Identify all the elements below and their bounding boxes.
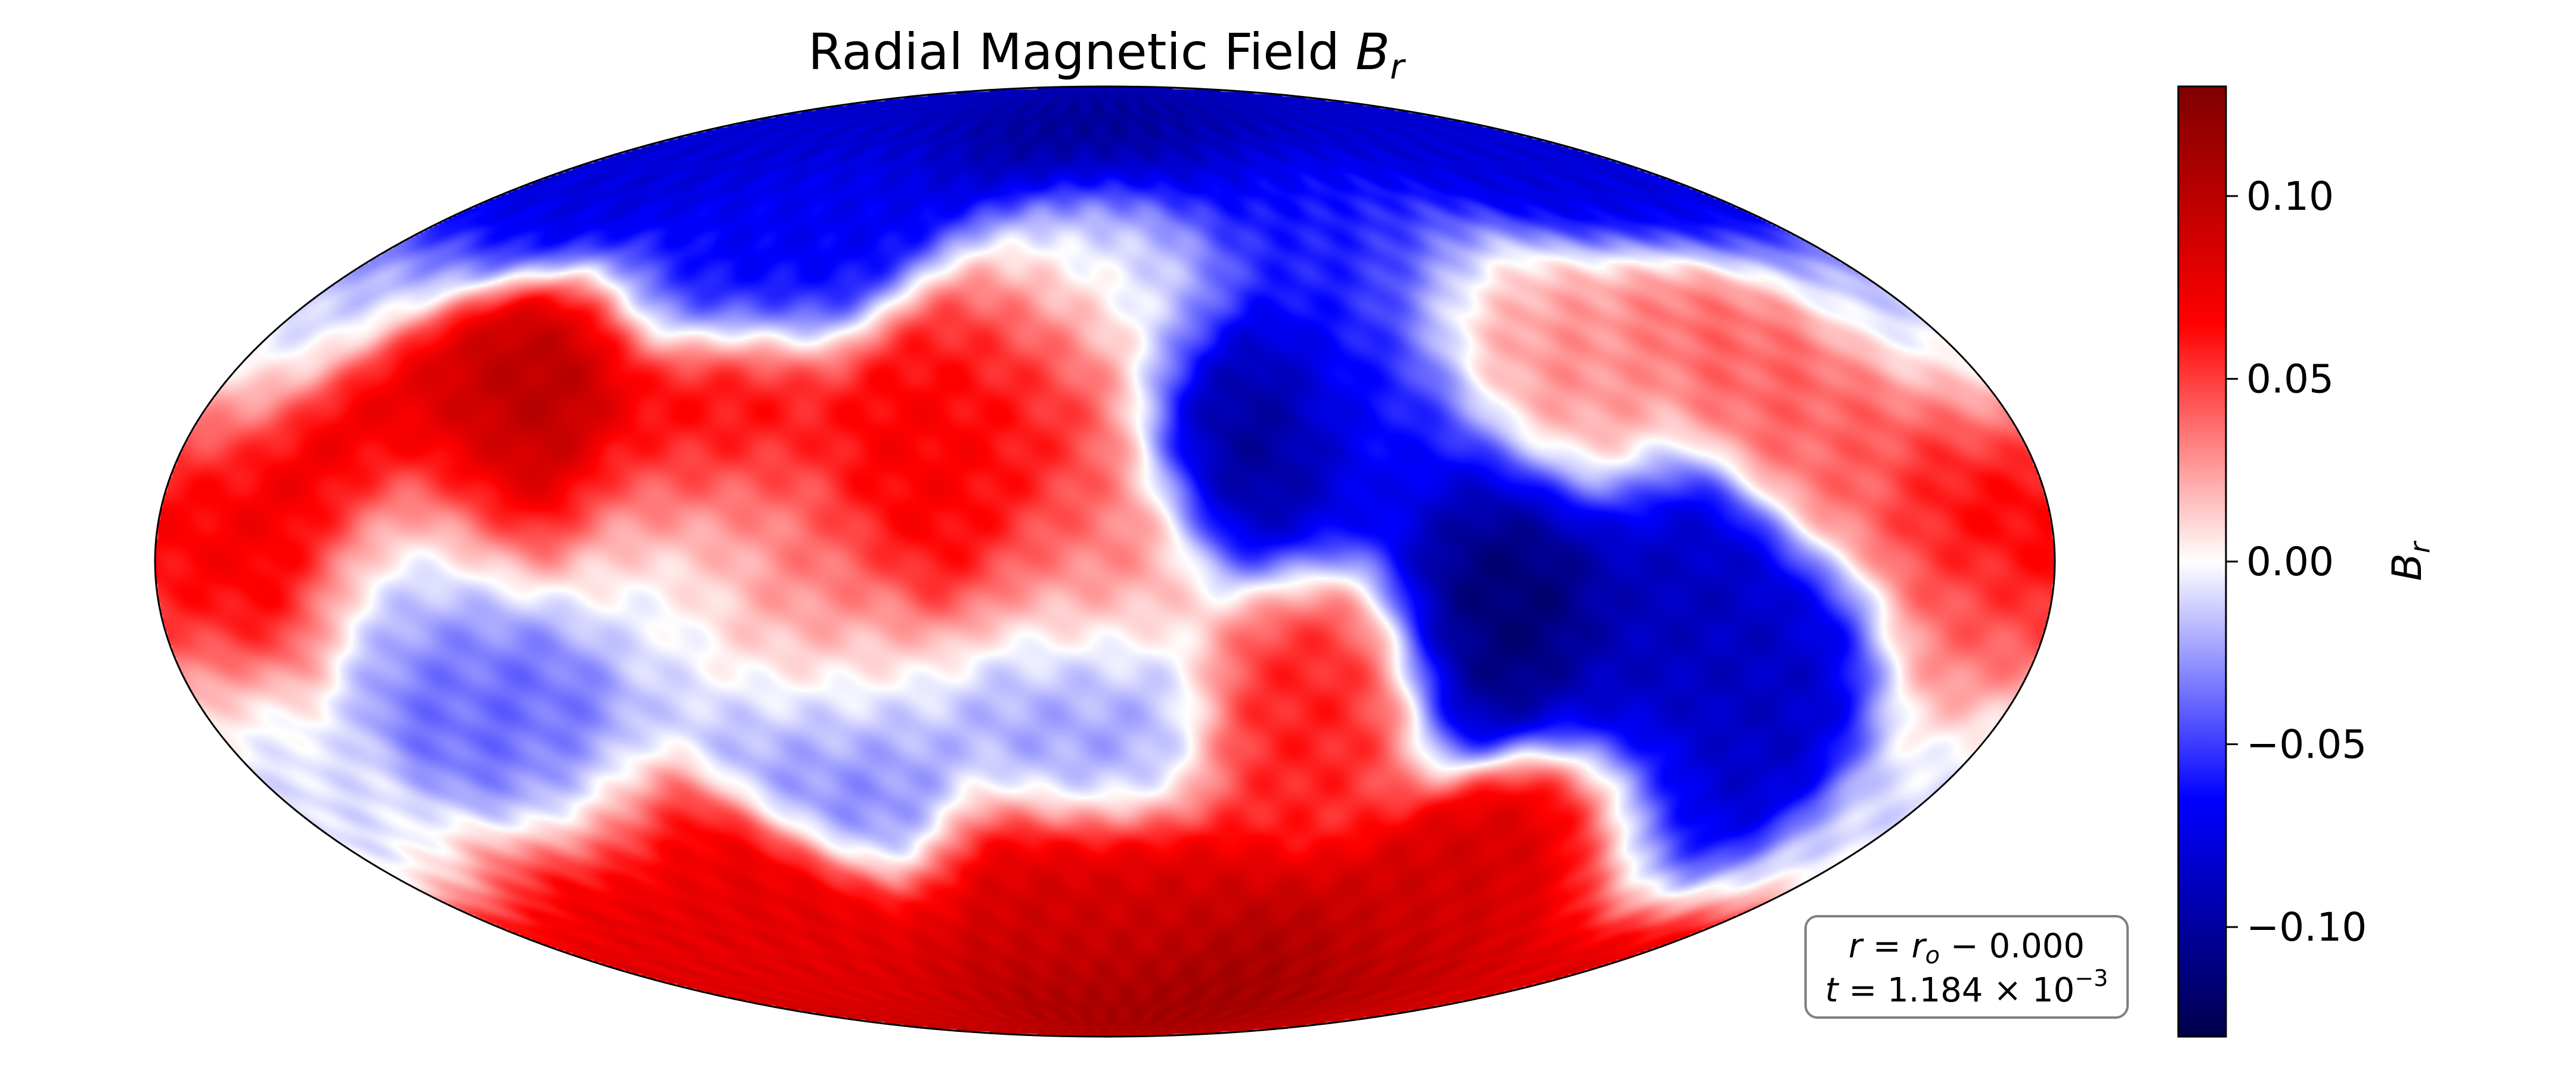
colorbar-tick-label: −0.10 (2246, 904, 2367, 950)
chart-title: Radial Magnetic Field Br (808, 23, 1406, 87)
mollweide-map (154, 85, 2056, 1038)
annotation-radius: r = ro − 0.000 (1849, 927, 2085, 969)
annotation-box: r = ro − 0.000 t = 1.184 × 10−3 (1804, 915, 2129, 1019)
colorbar-tick-label: 0.05 (2246, 356, 2334, 402)
colorbar-tick-label: −0.05 (2246, 722, 2367, 768)
colorbar-tick-label: 0.00 (2246, 539, 2334, 585)
colorbar-label: Br (2384, 540, 2436, 581)
annotation-time: t = 1.184 × 10−3 (1825, 965, 2109, 1010)
map-outline (154, 85, 2056, 1038)
colorbar: 0.10 0.05 0.00 −0.05 −0.10 Br (2177, 85, 2436, 1038)
colorbar-gradient (2177, 85, 2227, 1038)
field-image (155, 86, 2055, 1037)
annotation-frame (1804, 915, 2129, 1019)
colorbar-tick-label: 0.10 (2246, 173, 2334, 219)
